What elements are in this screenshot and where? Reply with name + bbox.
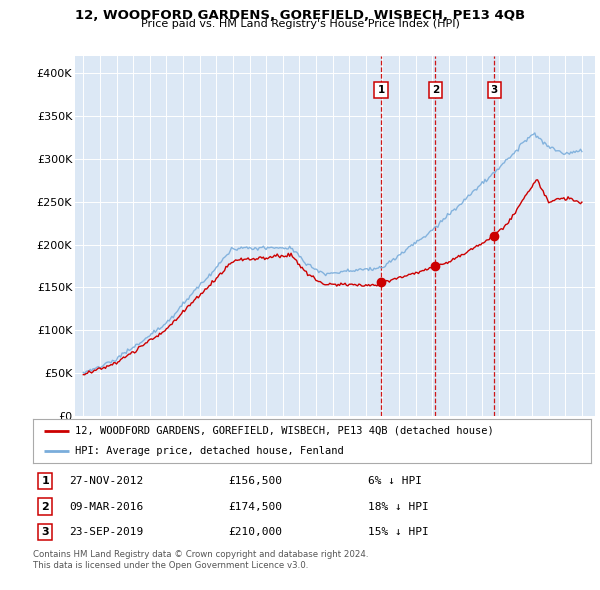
- Text: Price paid vs. HM Land Registry's House Price Index (HPI): Price paid vs. HM Land Registry's House …: [140, 19, 460, 30]
- Text: Contains HM Land Registry data © Crown copyright and database right 2024.: Contains HM Land Registry data © Crown c…: [33, 550, 368, 559]
- Text: £210,000: £210,000: [229, 527, 283, 537]
- Text: 15% ↓ HPI: 15% ↓ HPI: [368, 527, 428, 537]
- Text: 3: 3: [491, 86, 498, 96]
- Text: £156,500: £156,500: [229, 476, 283, 486]
- Text: 2: 2: [41, 502, 49, 512]
- Text: 12, WOODFORD GARDENS, GOREFIELD, WISBECH, PE13 4QB: 12, WOODFORD GARDENS, GOREFIELD, WISBECH…: [75, 9, 525, 22]
- Text: 18% ↓ HPI: 18% ↓ HPI: [368, 502, 428, 512]
- Text: £174,500: £174,500: [229, 502, 283, 512]
- Text: 09-MAR-2016: 09-MAR-2016: [69, 502, 143, 512]
- Text: 1: 1: [41, 476, 49, 486]
- Text: 6% ↓ HPI: 6% ↓ HPI: [368, 476, 422, 486]
- Text: 27-NOV-2012: 27-NOV-2012: [69, 476, 143, 486]
- Text: HPI: Average price, detached house, Fenland: HPI: Average price, detached house, Fenl…: [75, 446, 344, 456]
- Text: 23-SEP-2019: 23-SEP-2019: [69, 527, 143, 537]
- Text: 1: 1: [377, 86, 385, 96]
- Text: 3: 3: [41, 527, 49, 537]
- Text: This data is licensed under the Open Government Licence v3.0.: This data is licensed under the Open Gov…: [33, 560, 308, 569]
- Text: 12, WOODFORD GARDENS, GOREFIELD, WISBECH, PE13 4QB (detached house): 12, WOODFORD GARDENS, GOREFIELD, WISBECH…: [75, 426, 494, 436]
- Text: 2: 2: [432, 86, 439, 96]
